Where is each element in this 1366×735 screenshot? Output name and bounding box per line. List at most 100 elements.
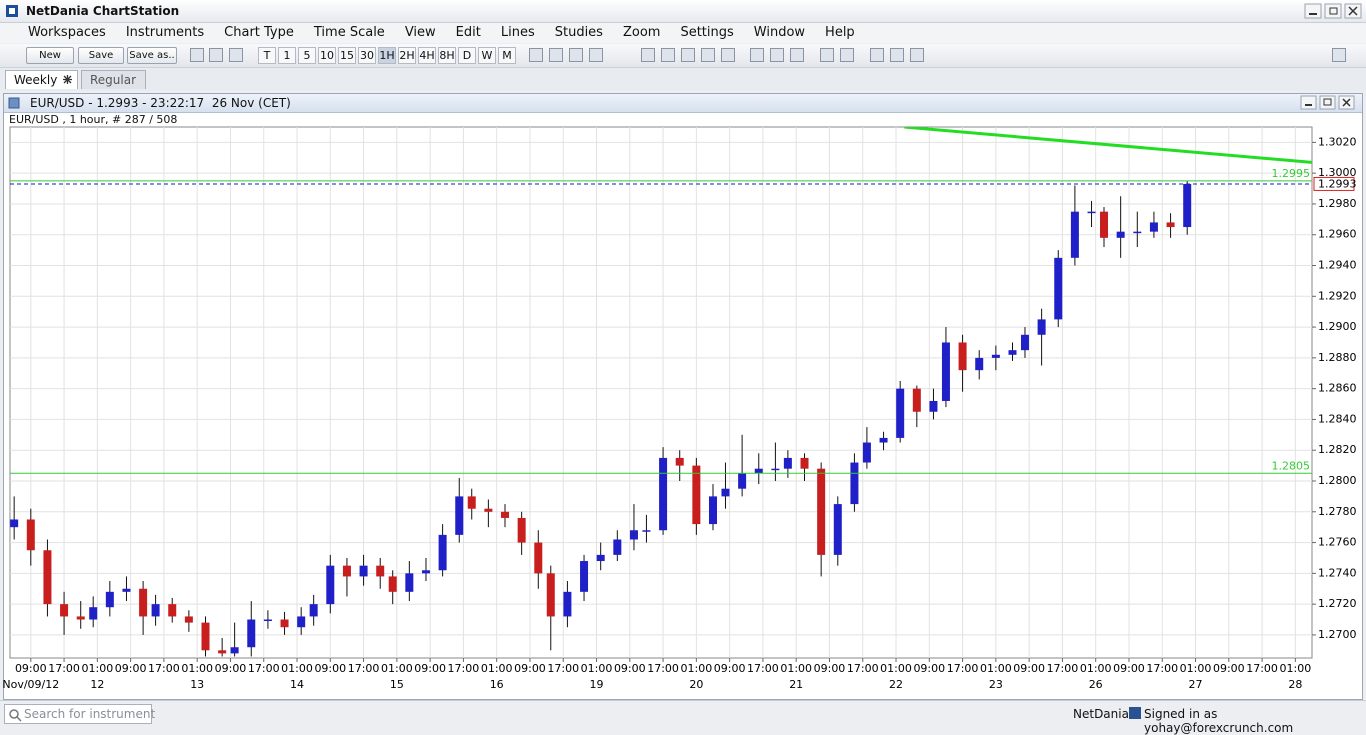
toolbar-icon[interactable] xyxy=(910,48,924,62)
toolbar-icon[interactable] xyxy=(890,48,904,62)
toolbar-button[interactable]: Save as.. xyxy=(127,47,177,64)
date-label: 23 xyxy=(989,678,1003,691)
timeframe-button[interactable]: 5 xyxy=(298,47,316,64)
trend-line xyxy=(904,127,1312,164)
menu-item[interactable]: Settings xyxy=(680,25,734,40)
toolbar-icon[interactable] xyxy=(229,48,243,62)
candle-body xyxy=(738,473,747,489)
toolbar-icon[interactable] xyxy=(790,48,804,62)
tab-close[interactable] xyxy=(63,75,73,85)
candle-body xyxy=(941,342,950,401)
toolbar-icon[interactable] xyxy=(549,48,563,62)
toolbar-icon[interactable] xyxy=(641,48,655,62)
menu-bar: Workspaces Instruments Chart Type Time Scal… xyxy=(0,23,1366,43)
candle-body xyxy=(405,573,414,592)
tab[interactable]: Regular xyxy=(81,70,146,89)
timeframe-button[interactable]: 8H xyxy=(438,47,456,64)
toolbar-icon[interactable] xyxy=(209,48,223,62)
y-tick-label: 1.2840 xyxy=(1318,412,1357,425)
candle-body xyxy=(484,508,493,512)
x-tick-label: 09:00 xyxy=(1113,662,1145,675)
timeframe-button[interactable]: 10 xyxy=(318,47,336,64)
x-tick-label: 09:00 xyxy=(414,662,446,675)
y-tick-label: 1.2820 xyxy=(1318,443,1357,456)
timeframe-button[interactable]: 1 xyxy=(278,47,296,64)
date-label: 22 xyxy=(889,678,903,691)
toolbar-icon[interactable] xyxy=(589,48,603,62)
candle-body xyxy=(184,616,193,623)
timeframe-button[interactable]: 15 xyxy=(338,47,356,64)
y-tick-label: 1.2740 xyxy=(1318,566,1357,579)
timeframe-button[interactable]: W xyxy=(478,47,496,64)
y-tick-label: 1.2760 xyxy=(1318,536,1357,549)
candle-body xyxy=(975,357,984,371)
menu-item[interactable]: Workspaces xyxy=(28,25,106,40)
toolbar-icon[interactable] xyxy=(529,48,543,62)
menu-item[interactable]: Time Scale xyxy=(313,25,385,40)
x-tick-label: 01:00 xyxy=(1080,662,1112,675)
toolbar-icon[interactable] xyxy=(190,48,204,62)
status-icon xyxy=(1129,707,1141,719)
menu-item[interactable]: View xyxy=(404,25,436,40)
menu-item[interactable]: Help xyxy=(825,25,855,40)
toolbar-icon[interactable] xyxy=(1332,48,1346,62)
minimize-button[interactable] xyxy=(1300,95,1317,110)
search-icon xyxy=(9,709,22,722)
menu-item[interactable]: Edit xyxy=(455,25,481,40)
x-tick-label: 17:00 xyxy=(248,662,280,675)
x-tick-label: 17:00 xyxy=(1146,662,1178,675)
toolbar-icon[interactable] xyxy=(820,48,834,62)
toolbar-icon[interactable] xyxy=(770,48,784,62)
price-label-box xyxy=(1313,176,1355,191)
candle-body xyxy=(958,342,967,371)
candle-body xyxy=(501,511,510,518)
candle-body xyxy=(596,554,605,562)
candle-body xyxy=(771,468,780,471)
toolbar-icon[interactable] xyxy=(681,48,695,62)
candle-body xyxy=(76,616,85,620)
menu-item[interactable]: Lines xyxy=(500,25,535,40)
menu-item[interactable]: Window xyxy=(753,25,806,40)
date-label: Nov/09/12 xyxy=(2,678,59,691)
y-tick-label: 1.2720 xyxy=(1318,597,1357,610)
search-box[interactable] xyxy=(4,704,152,724)
candle-body xyxy=(230,647,239,654)
candle-body xyxy=(247,619,256,648)
toolbar-icon[interactable] xyxy=(569,48,583,62)
candle-body xyxy=(297,616,306,628)
toolbar-button[interactable]: New xyxy=(26,47,74,64)
menu-item[interactable]: Zoom xyxy=(622,25,661,40)
toolbar-icon[interactable] xyxy=(840,48,854,62)
timeframe-button[interactable]: 1H xyxy=(378,47,396,64)
x-tick-label: 01:00 xyxy=(82,662,114,675)
toolbar-button[interactable]: Save xyxy=(78,47,124,64)
menu-item[interactable]: Chart Type xyxy=(224,25,294,40)
horizontal-line-label: 1.2995 xyxy=(1272,167,1311,180)
date-label: 19 xyxy=(590,678,604,691)
candle-body xyxy=(896,388,905,438)
tab[interactable]: Weekly xyxy=(5,70,78,89)
x-tick-label: 09:00 xyxy=(514,662,546,675)
y-tick-label: 1.2920 xyxy=(1318,289,1357,302)
toolbar-icon[interactable] xyxy=(661,48,675,62)
candle-body xyxy=(721,488,730,497)
timeframe-button[interactable]: 30 xyxy=(358,47,376,64)
candle-body xyxy=(359,565,368,577)
timeframe-button[interactable]: 2H xyxy=(398,47,416,64)
toolbar-icon[interactable] xyxy=(721,48,735,62)
timeframe-button[interactable]: D xyxy=(458,47,476,64)
toolbar-icon[interactable] xyxy=(701,48,715,62)
menu-item[interactable]: Instruments xyxy=(125,25,205,40)
timeframe-button[interactable]: 4H xyxy=(418,47,436,64)
date-label: 14 xyxy=(290,678,304,691)
x-tick-label: 01:00 xyxy=(1280,662,1312,675)
toolbar-icon[interactable] xyxy=(750,48,764,62)
candle-body xyxy=(708,496,717,525)
toolbar-icon[interactable] xyxy=(870,48,884,62)
menu-item[interactable]: Studies xyxy=(554,25,603,40)
candle-body xyxy=(991,354,1000,358)
timeframe-button[interactable]: T xyxy=(258,47,276,64)
timeframe-button[interactable]: M xyxy=(498,47,516,64)
